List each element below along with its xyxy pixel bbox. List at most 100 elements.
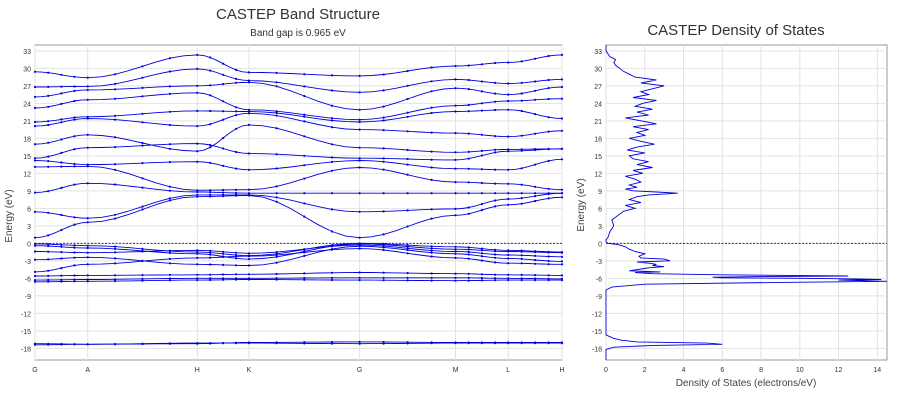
band-point — [547, 263, 550, 266]
band-point — [86, 85, 89, 88]
band-point — [33, 157, 37, 160]
band-point — [454, 181, 457, 184]
band-point — [358, 242, 361, 245]
band-point — [382, 210, 385, 213]
band-point — [520, 262, 523, 265]
band-point — [480, 341, 483, 344]
band-point — [114, 183, 117, 186]
band-point — [303, 115, 306, 118]
band-point — [33, 191, 37, 194]
band-point — [547, 97, 550, 101]
band-point — [247, 110, 251, 113]
band-point — [534, 195, 537, 198]
band-kpoint-label: L — [506, 367, 510, 374]
band-point — [480, 181, 483, 185]
band-point — [330, 169, 334, 172]
band-point — [114, 343, 117, 346]
band-point — [560, 158, 564, 161]
band-point — [196, 252, 199, 255]
band-point — [534, 274, 537, 277]
band-point — [454, 214, 457, 217]
band-point — [330, 248, 334, 251]
band-point — [196, 190, 199, 194]
band-point — [168, 273, 171, 276]
band-point — [454, 341, 457, 344]
dos-chart[interactable]: CASTEP Density of States Energy (eV) Den… — [576, 22, 888, 389]
band-point — [467, 167, 470, 170]
band-point — [358, 91, 361, 94]
band-point — [114, 146, 117, 149]
dos-x-axis-ticks: 0 2 4 6 8 10 12 14 — [604, 367, 881, 374]
dos-chart-title: CASTEP Density of States — [647, 22, 824, 39]
band-point — [60, 342, 63, 346]
band-point — [222, 188, 225, 192]
band-kpoint-label: H — [559, 367, 564, 374]
band-point — [520, 277, 523, 280]
band-structure-chart[interactable]: CASTEP Band Structure Band gap is 0.965 … — [4, 6, 565, 374]
band-point — [47, 190, 50, 193]
band-kpoint-label: H — [195, 367, 200, 374]
band-point — [406, 157, 409, 161]
band-point — [507, 203, 510, 206]
band-point — [303, 120, 306, 123]
band-point — [60, 267, 63, 270]
band-point — [494, 81, 497, 84]
band-point — [114, 257, 117, 260]
band-point — [494, 151, 497, 154]
band-point — [47, 250, 50, 253]
band-point — [209, 109, 212, 113]
band-y-tick-label: 21 — [23, 119, 31, 126]
band-point — [168, 110, 171, 113]
band-point — [86, 115, 89, 118]
band-point — [275, 127, 278, 130]
band-point — [480, 63, 483, 66]
band-point — [247, 112, 251, 115]
band-point — [467, 157, 470, 160]
band-y-tick-label: -12 — [21, 311, 31, 318]
dos-y-tick-label: -12 — [592, 311, 602, 318]
band-point — [168, 262, 171, 265]
band-point — [406, 173, 409, 176]
band-point — [303, 177, 306, 180]
band-point — [467, 132, 470, 135]
band-point — [73, 89, 76, 92]
band-y-tick-label: 18 — [23, 136, 31, 143]
dos-y-tick-label: -9 — [596, 294, 602, 301]
band-point — [454, 245, 457, 248]
band-point — [467, 279, 470, 282]
band-point — [114, 247, 117, 250]
band-kpoint-label: G — [32, 367, 37, 374]
dos-y-tick-label: 24 — [594, 101, 602, 108]
band-point — [467, 78, 470, 82]
band-point — [430, 255, 433, 258]
band-point — [73, 75, 76, 78]
band-point — [60, 92, 63, 95]
band-point — [47, 278, 50, 282]
band-point — [86, 251, 89, 254]
band-point — [430, 249, 433, 252]
band-point — [330, 244, 334, 247]
dos-y-tick-label: -15 — [592, 329, 602, 336]
band-point — [86, 244, 89, 247]
band-point — [494, 261, 497, 264]
band-point — [358, 276, 361, 279]
band-point — [547, 116, 550, 119]
band-point — [209, 191, 212, 194]
band-point — [196, 67, 199, 70]
band-point — [235, 257, 238, 260]
band-point — [235, 191, 238, 195]
band-point — [60, 151, 63, 154]
band-point — [430, 272, 433, 275]
band-point — [534, 89, 537, 92]
band-point — [507, 82, 510, 85]
band-point — [275, 85, 278, 88]
band-point — [196, 277, 199, 280]
band-point — [209, 84, 212, 87]
band-point — [114, 73, 117, 76]
band-point — [114, 251, 117, 254]
band-point — [168, 123, 171, 127]
band-point — [47, 280, 50, 283]
band-point — [303, 276, 306, 280]
band-point — [406, 247, 409, 250]
band-point — [330, 119, 334, 122]
